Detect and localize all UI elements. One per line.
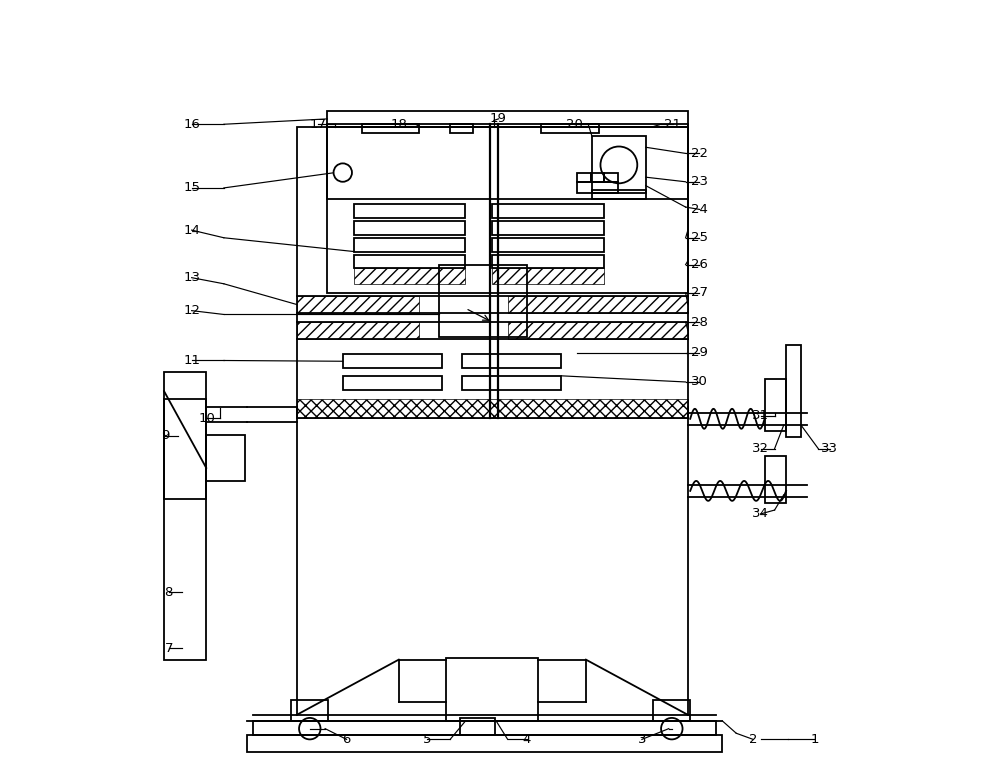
Bar (462, 376, 561, 390)
Bar (291, 700, 328, 721)
Bar (206, 435, 245, 481)
Bar (786, 345, 801, 437)
Bar (327, 127, 688, 199)
Bar (577, 173, 591, 182)
Bar (462, 354, 561, 368)
Bar (297, 399, 688, 418)
Text: 7: 7 (164, 642, 173, 654)
Text: 21: 21 (664, 118, 681, 130)
Bar (508, 322, 688, 339)
Text: 3: 3 (638, 733, 646, 746)
Bar (604, 173, 618, 182)
Bar (354, 221, 465, 235)
Bar (439, 265, 527, 337)
Text: 4: 4 (523, 733, 531, 746)
Text: 13: 13 (183, 272, 200, 284)
Text: 8: 8 (164, 586, 173, 598)
Text: 19: 19 (490, 113, 507, 125)
Text: 27: 27 (691, 287, 708, 299)
Text: 23: 23 (691, 176, 708, 188)
Bar (297, 322, 419, 339)
Bar (508, 296, 688, 313)
Circle shape (334, 163, 352, 182)
Bar (343, 376, 442, 390)
Bar (577, 182, 618, 193)
Text: 14: 14 (183, 224, 200, 236)
Text: 10: 10 (199, 412, 215, 424)
Text: 34: 34 (752, 508, 769, 520)
Text: 22: 22 (691, 147, 708, 160)
Bar (354, 268, 465, 284)
Text: 12: 12 (183, 304, 200, 317)
Text: 5: 5 (423, 733, 431, 746)
Bar (492, 221, 604, 235)
Text: 18: 18 (390, 118, 407, 130)
Bar (247, 735, 722, 752)
Text: 24: 24 (691, 203, 708, 216)
Bar (492, 255, 604, 268)
Bar (460, 718, 495, 735)
Text: 16: 16 (183, 118, 200, 130)
Bar (297, 127, 688, 418)
Bar (450, 124, 473, 133)
Bar (492, 268, 604, 284)
Text: 15: 15 (183, 182, 200, 194)
Text: 17: 17 (310, 118, 327, 130)
Text: 33: 33 (821, 443, 838, 455)
Bar (765, 379, 786, 431)
Bar (327, 124, 688, 293)
Bar (354, 204, 465, 218)
Text: 28: 28 (691, 316, 708, 328)
Bar (446, 658, 538, 721)
Bar (253, 721, 716, 735)
Text: 31: 31 (752, 410, 769, 422)
Bar (297, 296, 419, 313)
Bar (765, 456, 786, 503)
Bar (591, 173, 604, 182)
Text: 6: 6 (342, 733, 351, 746)
Bar (592, 136, 646, 193)
Bar (492, 204, 604, 218)
Bar (354, 255, 465, 268)
Text: 32: 32 (752, 443, 769, 455)
Text: 26: 26 (691, 258, 708, 271)
Bar (327, 111, 688, 127)
Bar (362, 124, 419, 133)
Bar (541, 124, 599, 133)
Text: 30: 30 (691, 376, 708, 388)
Text: 2: 2 (749, 733, 757, 746)
Bar (592, 190, 646, 199)
Text: 25: 25 (691, 232, 708, 244)
Bar (354, 238, 465, 252)
Bar (164, 399, 206, 660)
Text: 29: 29 (691, 347, 708, 359)
Text: 20: 20 (566, 118, 583, 130)
Bar (164, 372, 206, 499)
Bar (343, 354, 442, 368)
Bar (653, 700, 690, 721)
Text: 1: 1 (810, 733, 819, 746)
Text: 11: 11 (183, 354, 200, 367)
Bar (492, 238, 604, 252)
Text: 9: 9 (161, 430, 169, 442)
